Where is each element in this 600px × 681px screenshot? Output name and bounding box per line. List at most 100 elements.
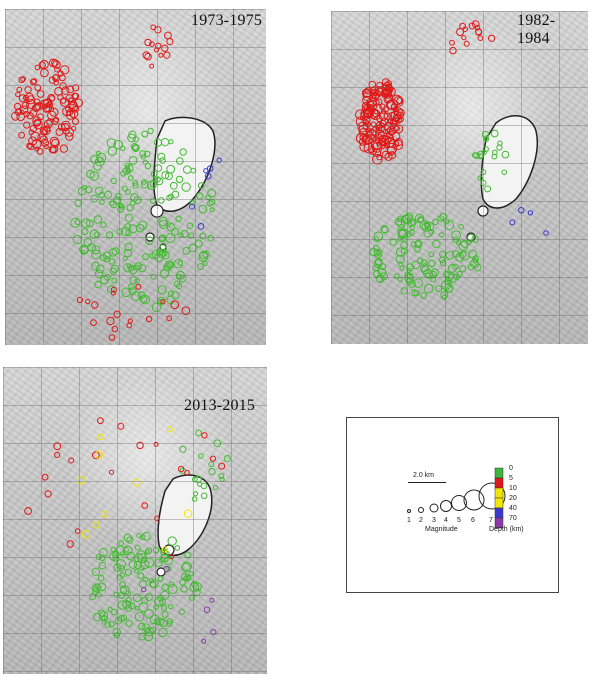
red-epicenter: [142, 51, 151, 60]
depth-swatch-1: [494, 477, 504, 489]
green-epicenter: [442, 294, 448, 300]
green-epicenter: [115, 192, 122, 200]
green-epicenter: [139, 559, 150, 570]
green-epicenter: [188, 594, 196, 601]
magnitude-tick-2: 2: [419, 517, 423, 524]
red-epicenter: [59, 144, 69, 153]
green-epicenter: [157, 575, 164, 582]
green-epicenter: [105, 231, 114, 239]
red-epicenter: [177, 465, 185, 473]
red-epicenter: [42, 105, 51, 113]
green-epicenter: [166, 164, 176, 174]
green-epicenter: [98, 191, 105, 199]
red-epicenter: [155, 42, 162, 49]
red-epicenter: [60, 65, 70, 75]
green-epicenter: [161, 583, 169, 591]
green-epicenter: [375, 257, 383, 266]
green-epicenter: [469, 259, 479, 269]
red-epicenter: [474, 24, 481, 31]
red-epicenter: [164, 31, 172, 40]
green-epicenter: [109, 267, 117, 275]
red-epicenter: [110, 290, 116, 296]
green-epicenter: [189, 582, 200, 593]
red-epicenter: [26, 142, 33, 150]
red-epicenter: [386, 142, 398, 154]
green-epicenter: [424, 221, 435, 232]
green-epicenter: [424, 283, 434, 294]
red-epicenter: [30, 131, 41, 142]
green-epicenter: [134, 553, 144, 563]
red-epicenter: [53, 116, 60, 123]
green-epicenter: [389, 238, 398, 246]
red-epicenter: [21, 101, 29, 110]
green-epicenter: [144, 162, 152, 170]
green-epicenter: [171, 227, 180, 236]
red-epicenter: [375, 128, 381, 134]
yellow-epicenter: [77, 476, 86, 485]
red-epicenter: [68, 457, 75, 464]
yellow-epicenter: [97, 433, 104, 441]
green-epicenter: [74, 199, 82, 207]
green-epicenter: [107, 146, 118, 156]
red-epicenter: [90, 319, 97, 327]
red-epicenter: [385, 80, 393, 87]
red-epicenter: [154, 515, 160, 522]
magnitude-tick-3: 3: [432, 517, 436, 524]
red-epicenter: [160, 299, 166, 305]
map-panel-1982-1984: 1982-1984: [331, 11, 588, 344]
red-epicenter: [383, 95, 392, 104]
green-epicenter: [154, 176, 161, 183]
green-epicenter: [189, 199, 196, 206]
yellow-epicenter: [132, 478, 141, 487]
green-epicenter: [123, 546, 129, 553]
green-epicenter: [150, 197, 156, 204]
green-epicenter: [104, 621, 112, 629]
green-epicenter: [483, 135, 489, 141]
red-epicenter: [34, 64, 41, 71]
red-epicenter: [34, 84, 42, 91]
red-epicenter: [108, 469, 115, 475]
red-epicenter: [48, 58, 58, 68]
green-epicenter: [133, 136, 139, 143]
green-epicenter: [132, 593, 142, 602]
green-epicenter: [451, 230, 462, 241]
red-epicenter: [377, 139, 383, 145]
green-epicenter: [175, 215, 182, 223]
red-epicenter: [71, 125, 77, 132]
green-epicenter: [93, 215, 103, 224]
green-epicenter: [180, 585, 188, 593]
green-epicenter: [192, 476, 198, 483]
green-epicenter: [213, 484, 219, 491]
yellow-epicenter: [92, 521, 100, 529]
red-epicenter: [149, 63, 155, 69]
green-epicenter: [100, 221, 107, 228]
green-epicenter: [458, 224, 464, 230]
green-epicenter: [439, 250, 446, 258]
green-epicenter: [223, 455, 231, 463]
green-epicenter: [468, 249, 478, 259]
magnitude-tick-1: 1: [407, 517, 411, 524]
red-epicenter: [46, 118, 54, 126]
red-epicenter: [72, 84, 80, 92]
green-epicenter: [186, 222, 194, 229]
green-epicenter: [134, 568, 139, 574]
green-epicenter: [473, 152, 481, 160]
purple-epicenter: [210, 629, 217, 636]
green-epicenter: [126, 551, 135, 561]
green-epicenter: [138, 264, 147, 273]
green-epicenter: [213, 439, 222, 448]
purple-epicenter: [163, 565, 170, 573]
green-epicenter: [96, 156, 103, 163]
green-epicenter: [181, 561, 192, 572]
green-epicenter: [121, 185, 128, 192]
green-epicenter: [145, 236, 154, 245]
red-epicenter: [388, 151, 397, 160]
green-epicenter: [196, 263, 204, 271]
green-epicenter: [158, 234, 167, 243]
red-epicenter: [41, 473, 49, 481]
green-epicenter: [178, 232, 184, 238]
red-epicenter: [72, 118, 79, 125]
pit-crater-0: [477, 205, 489, 217]
green-epicenter: [152, 177, 159, 183]
green-epicenter: [137, 572, 145, 580]
